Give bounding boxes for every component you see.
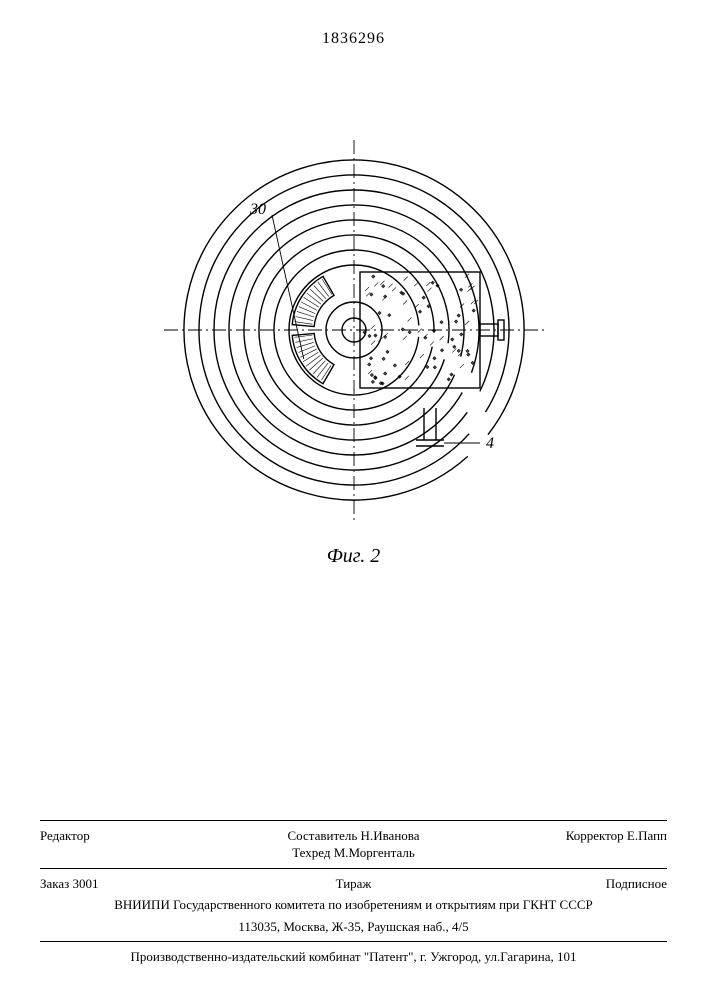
footer-block: Редактор Составитель Н.Иванова Техред М.… [40, 814, 667, 970]
order-number: Заказ 3001 [40, 875, 249, 893]
svg-text:4: 4 [486, 435, 494, 452]
org-line-2: 113035, Москва, Ж-35, Раушская наб., 4/5 [40, 918, 667, 936]
credits-row-1: Редактор Составитель Н.Иванова Техред М.… [40, 827, 667, 862]
tirazh-label: Тираж [249, 875, 458, 893]
org-line-1: ВНИИПИ Государственного комитета по изоб… [40, 896, 667, 914]
svg-text:30: 30 [249, 201, 266, 218]
subscription-label: Подписное [458, 875, 667, 893]
figure-caption: Фиг. 2 [0, 545, 707, 568]
page: 1836296 30 4 Фиг. 2 Редактор Составитель … [0, 0, 707, 1000]
credits-center: Составитель Н.Иванова Техред М.Моргентал… [249, 827, 458, 862]
technical-drawing: 30 4 [154, 130, 554, 530]
techred: Техред М.Моргенталь [249, 844, 458, 862]
figure-area: 30 4 [0, 130, 707, 530]
order-row: Заказ 3001 Тираж Подписное [40, 875, 667, 893]
corrector: Корректор Е.Папп [458, 827, 667, 862]
divider [40, 868, 667, 869]
editor-label: Редактор [40, 827, 249, 862]
divider [40, 941, 667, 942]
compiler: Составитель Н.Иванова [249, 827, 458, 845]
patent-number: 1836296 [0, 30, 707, 48]
divider [40, 820, 667, 821]
printer-line: Производственно-издательский комбинат "П… [40, 948, 667, 966]
